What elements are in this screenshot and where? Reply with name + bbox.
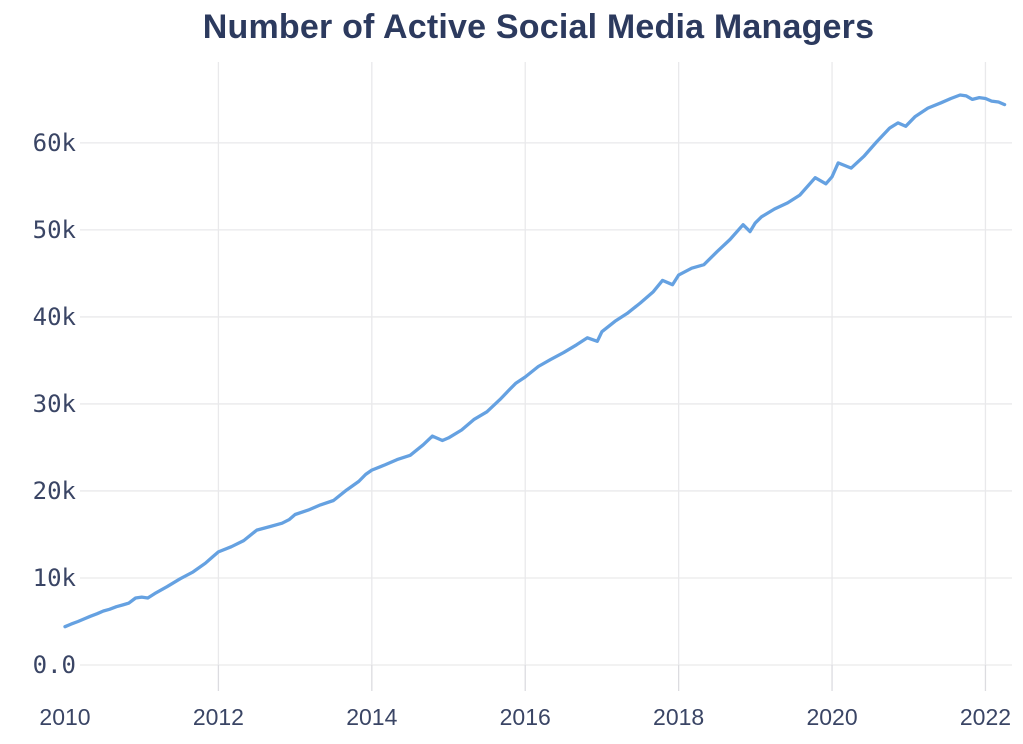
y-tick-label: 0.0 (33, 651, 76, 679)
x-tick-label: 2010 (39, 704, 90, 730)
x-tick-label: 2020 (806, 704, 857, 730)
x-tick-label: 2012 (193, 704, 244, 730)
y-tick-label: 50k (33, 216, 77, 244)
y-tick-label: 10k (33, 564, 77, 592)
x-tick-label: 2016 (500, 704, 551, 730)
x-tick-label: 2014 (346, 704, 397, 730)
chart-title: Number of Active Social Media Managers (202, 8, 875, 46)
y-tick-label: 60k (33, 129, 77, 157)
y-tick-label: 20k (33, 477, 77, 505)
x-tick-label: 2018 (653, 704, 704, 730)
y-tick-label: 40k (33, 303, 77, 331)
x-tick-label: 2022 (960, 704, 1011, 730)
y-tick-label: 30k (33, 390, 77, 418)
data-line (63, 93, 1007, 629)
